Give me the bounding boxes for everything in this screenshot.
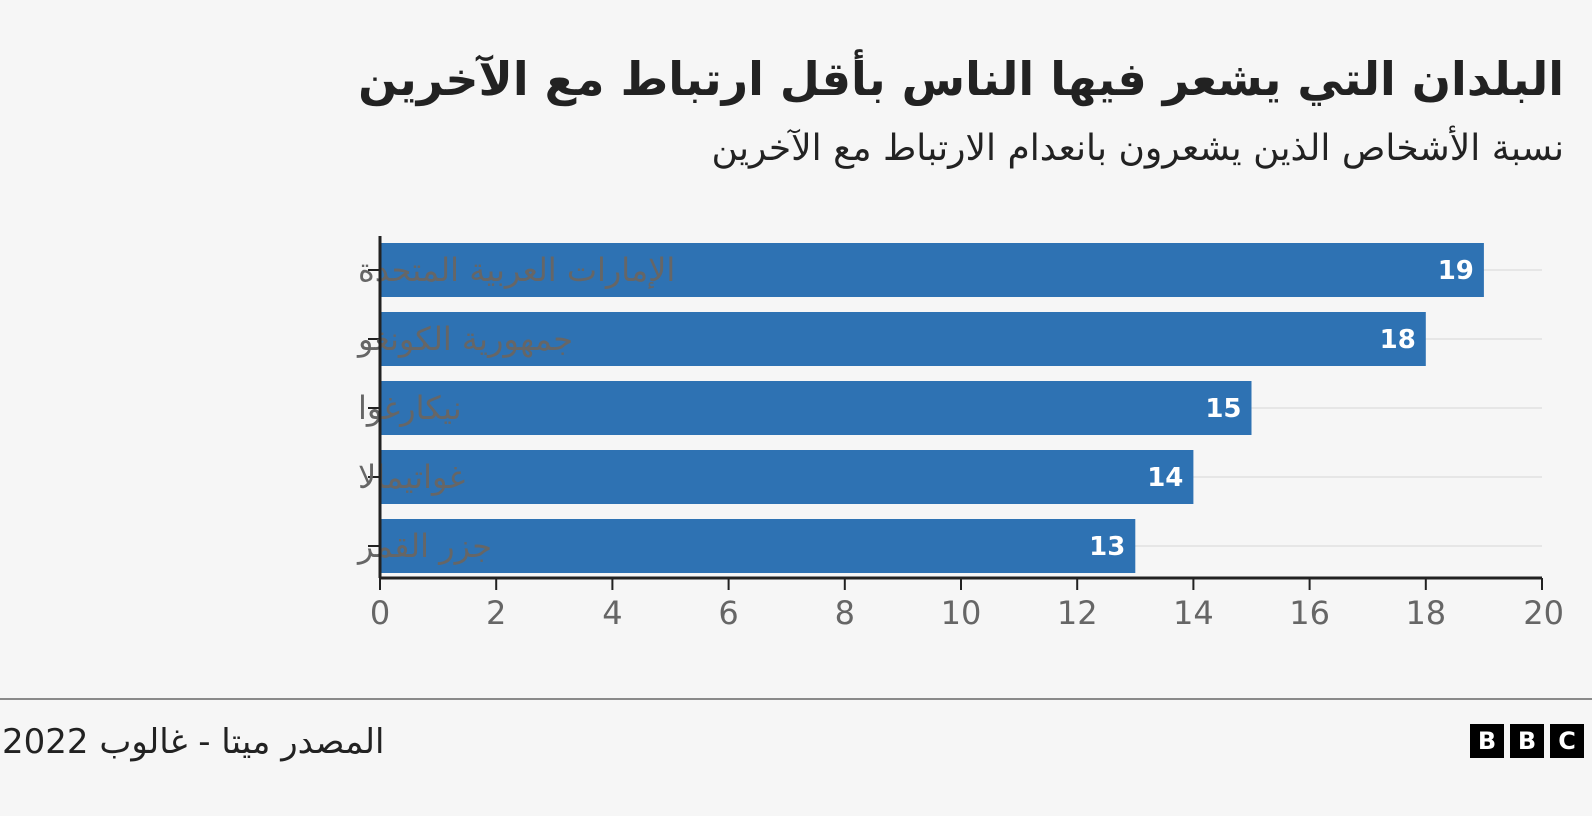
chart-title: البلدان التي يشعر فيها الناس بأقل ارتباط…: [358, 52, 1564, 106]
bar: [380, 381, 1252, 435]
logo-letter: C: [1550, 724, 1584, 758]
bar-chart: 19 18 15 14 13 الإمارات العربية المتحدة جمهور…: [356, 236, 1564, 632]
logo-letter: B: [1510, 724, 1544, 758]
bar: [380, 243, 1484, 297]
data-label: 14: [1147, 463, 1183, 493]
axes: الإمارات العربية المتحدة جمهورية الكونغو ن…: [356, 236, 1564, 632]
source-note: المصدر ميتا - غالوب 2022: [2, 722, 385, 762]
chart-subtitle: نسبة الأشخاص الذين يشعرون بانعدام الارتب…: [711, 128, 1564, 169]
data-label: 19: [1438, 256, 1474, 286]
bars: 19 18 15 14 13: [380, 243, 1484, 573]
bar: [380, 312, 1426, 366]
category-label: غواتيمالا: [358, 458, 465, 496]
bbc-logo: B B C: [1470, 724, 1584, 758]
data-label: 13: [1089, 532, 1125, 562]
x-tick-label: 6: [718, 594, 738, 632]
x-tick-label: 2: [486, 594, 506, 632]
x-tick-label: 20: [1523, 594, 1564, 632]
data-label: 15: [1205, 394, 1241, 424]
bar: [380, 519, 1136, 573]
x-tick-label: 4: [602, 594, 622, 632]
category-label: جزر القمر: [356, 527, 492, 565]
x-tick-label: 12: [1057, 594, 1098, 632]
x-tick-label: 10: [941, 594, 982, 632]
category-label: جمهورية الكونغو: [356, 320, 573, 358]
x-tick-label: 14: [1173, 594, 1214, 632]
x-tick-label: 0: [370, 594, 390, 632]
category-label: نيكارغوا: [358, 389, 462, 427]
logo-letter: B: [1470, 724, 1504, 758]
x-tick-label: 8: [835, 594, 855, 632]
data-label: 18: [1380, 325, 1416, 355]
footer-divider: [0, 698, 1592, 700]
category-label: الإمارات العربية المتحدة: [358, 251, 675, 289]
x-tick-label: 18: [1405, 594, 1446, 632]
x-tick-label: 16: [1289, 594, 1330, 632]
bar: [380, 450, 1194, 504]
